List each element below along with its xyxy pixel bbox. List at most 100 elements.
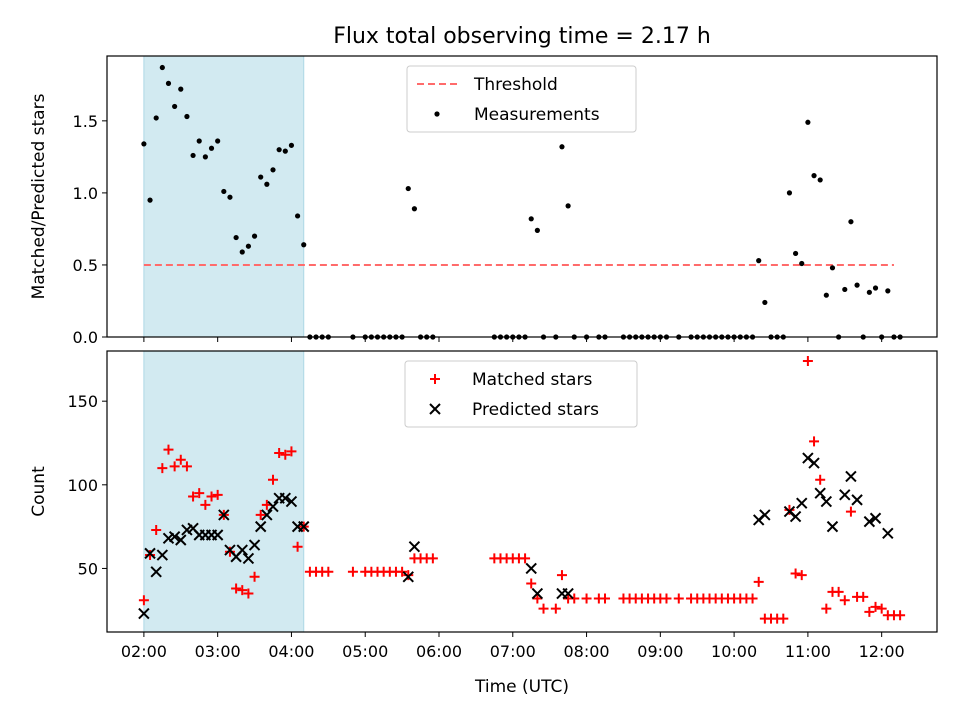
predicted-star-point xyxy=(863,515,876,528)
measurement-point xyxy=(534,227,540,233)
matched-star-point xyxy=(347,566,358,577)
measurement-point xyxy=(559,144,565,150)
matched-star-point xyxy=(169,461,180,472)
matched-star-point xyxy=(550,603,561,614)
measurement-point xyxy=(239,249,245,255)
x-tick-label: 09:00 xyxy=(637,642,683,661)
legend-matched-swatch xyxy=(430,374,440,384)
x-tick-label: 06:00 xyxy=(416,642,462,661)
measurement-point xyxy=(762,299,768,306)
predicted-star-point xyxy=(254,520,267,533)
axes-frame xyxy=(106,55,938,338)
matched-star-point xyxy=(532,593,543,604)
measurement-point xyxy=(153,115,159,121)
matched-star-point xyxy=(268,474,278,485)
matched-star-point xyxy=(833,586,844,597)
matched-star-point xyxy=(526,578,537,589)
matched-star-point xyxy=(538,603,549,614)
measurement-point xyxy=(842,286,848,293)
measurement-point xyxy=(270,167,276,173)
predicted-star-point xyxy=(882,527,894,540)
predicted-star-point xyxy=(845,470,857,483)
predicted-star-point xyxy=(279,492,292,504)
measurement-point xyxy=(184,113,190,120)
matched-star-point xyxy=(181,461,192,472)
measurement-point xyxy=(885,288,891,294)
x-tick-label: 04:00 xyxy=(268,642,314,661)
y-tick-label: 0.5 xyxy=(73,256,98,275)
matched-star-point xyxy=(157,463,168,474)
matched-star-point xyxy=(520,553,531,564)
predicted-star-point xyxy=(242,552,255,565)
measurement-point xyxy=(811,173,817,179)
measurement-point xyxy=(165,80,172,86)
measurement-point xyxy=(221,188,227,195)
matched-star-point xyxy=(661,593,672,604)
matched-star-point xyxy=(397,566,408,577)
measurement-point xyxy=(172,103,178,110)
matched-star-point xyxy=(569,593,580,604)
matched-star-point xyxy=(864,606,875,617)
matched-star-point xyxy=(790,568,801,579)
matched-star-point xyxy=(556,570,567,581)
matched-star-point xyxy=(427,553,438,564)
predicted-star-point xyxy=(218,509,230,521)
predicted-star-point xyxy=(138,607,150,620)
measurement-point xyxy=(190,152,196,159)
legend-box xyxy=(404,360,638,428)
matched-star-point xyxy=(243,588,254,599)
measurement-point xyxy=(282,148,288,154)
matched-star-point xyxy=(255,509,266,520)
predicted-star-point xyxy=(408,540,421,553)
predicted-star-point xyxy=(789,510,802,523)
x-tick-label: 08:00 xyxy=(564,642,610,661)
shaded-interval xyxy=(143,350,305,633)
matched-star-point xyxy=(581,593,592,604)
x-tick-label: 03:00 xyxy=(195,642,241,661)
count-panel: 50 100 150 02:00 03:00 04:00 05:00 06:00 07:00 08… xyxy=(29,350,938,697)
matched-star-point xyxy=(815,474,826,485)
predicted-star-point xyxy=(562,587,574,600)
matched-star-point xyxy=(286,446,297,457)
x-tick-label: 11:00 xyxy=(785,642,831,661)
matched-star-point xyxy=(206,491,217,502)
matched-star-point xyxy=(809,436,820,447)
y-tick-label: 0.0 xyxy=(73,328,98,347)
measurement-point xyxy=(799,260,805,267)
predicted-star-point xyxy=(796,497,808,509)
legend-label: Measurements xyxy=(474,105,600,125)
predicted-star-point xyxy=(839,489,851,501)
matched-star-point xyxy=(200,499,211,510)
chart-title: Flux total observing time = 2.17 h xyxy=(333,24,711,49)
matched-star-point xyxy=(778,613,789,624)
matched-star-point xyxy=(163,444,174,455)
predicted-star-point xyxy=(168,530,181,543)
measurement-point xyxy=(202,154,208,160)
predicted-star-point xyxy=(531,587,544,600)
measurement-point xyxy=(208,145,215,151)
matched-star-point xyxy=(673,593,684,604)
matched-star-point xyxy=(231,583,242,594)
measurement-point xyxy=(848,219,854,225)
predicted-star-point xyxy=(826,520,839,533)
predicted-star-point xyxy=(525,562,537,575)
y-tick-label: 1.0 xyxy=(73,184,98,203)
measurement-point xyxy=(245,243,252,249)
matched-star-point xyxy=(802,356,813,367)
y-axis-label: Count xyxy=(29,466,49,517)
predicted-star-point xyxy=(211,529,224,541)
measurement-point xyxy=(178,86,184,92)
x-tick-label: 12:00 xyxy=(859,642,905,661)
matched-star-point xyxy=(274,448,285,459)
axes-frame xyxy=(106,350,938,633)
x-tick-label: 02:00 xyxy=(121,642,167,661)
y-tick-label: 50 xyxy=(78,559,98,578)
predicted-star-point xyxy=(402,571,414,583)
matched-star-point xyxy=(895,610,906,621)
measurement-point xyxy=(215,138,221,144)
y-tick-label: 150 xyxy=(67,392,98,411)
measurement-point xyxy=(528,216,534,222)
matched-star-point xyxy=(600,593,610,604)
measurement-point xyxy=(823,292,829,298)
